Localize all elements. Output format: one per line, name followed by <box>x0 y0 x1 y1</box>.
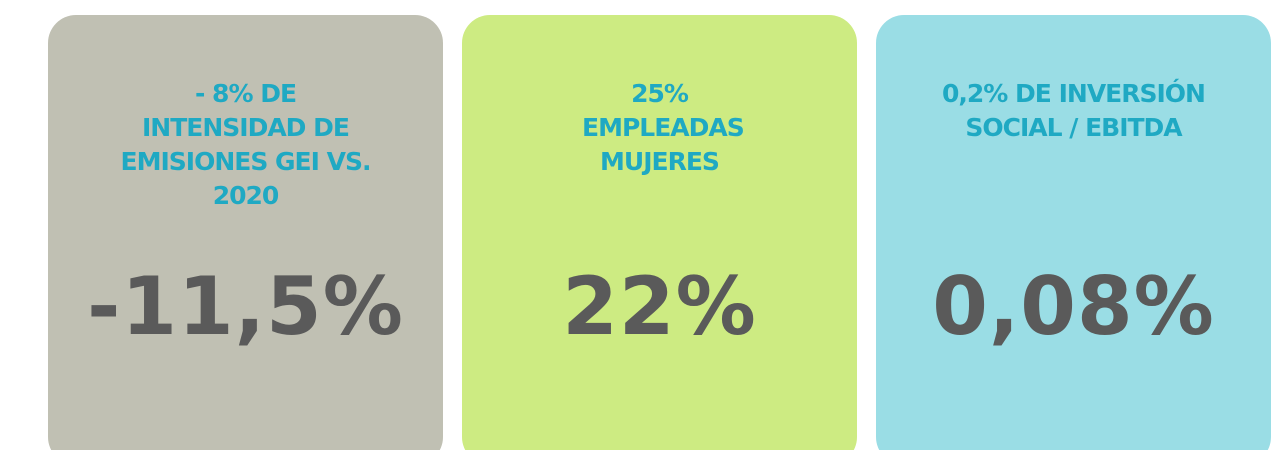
card-value: 0,08% <box>932 260 1215 353</box>
card-value: -11,5% <box>87 260 404 353</box>
card: - 8% DE INTENSIDAD DE EMISIONES GEI VS. … <box>48 15 443 450</box>
card-label: 0,2% DE INVERSIÓN SOCIAL / EBITDA <box>942 79 1206 142</box>
card-value: 22% <box>562 260 757 353</box>
card-label: - 8% DE INTENSIDAD DE EMISIONES GEI VS. … <box>120 79 372 210</box>
card-label: 25% EMPLEADAS MUJERES <box>582 79 745 176</box>
card: 0,2% DE INVERSIÓN SOCIAL / EBITDA 0,08% <box>876 15 1271 450</box>
card: 25% EMPLEADAS MUJERES 22% <box>462 15 857 450</box>
